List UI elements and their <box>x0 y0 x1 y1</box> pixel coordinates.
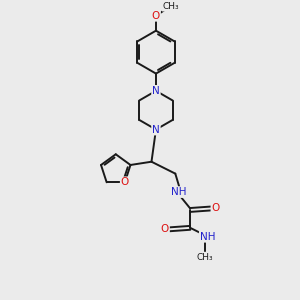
Text: O: O <box>121 177 129 187</box>
Text: NH: NH <box>200 232 215 242</box>
Text: O: O <box>152 11 160 21</box>
Text: O: O <box>212 203 220 214</box>
Text: NH: NH <box>170 187 186 197</box>
Text: CH₃: CH₃ <box>197 253 213 262</box>
Text: N: N <box>152 86 160 96</box>
Text: N: N <box>152 124 160 135</box>
Text: O: O <box>161 224 169 234</box>
Text: CH₃: CH₃ <box>163 2 179 11</box>
